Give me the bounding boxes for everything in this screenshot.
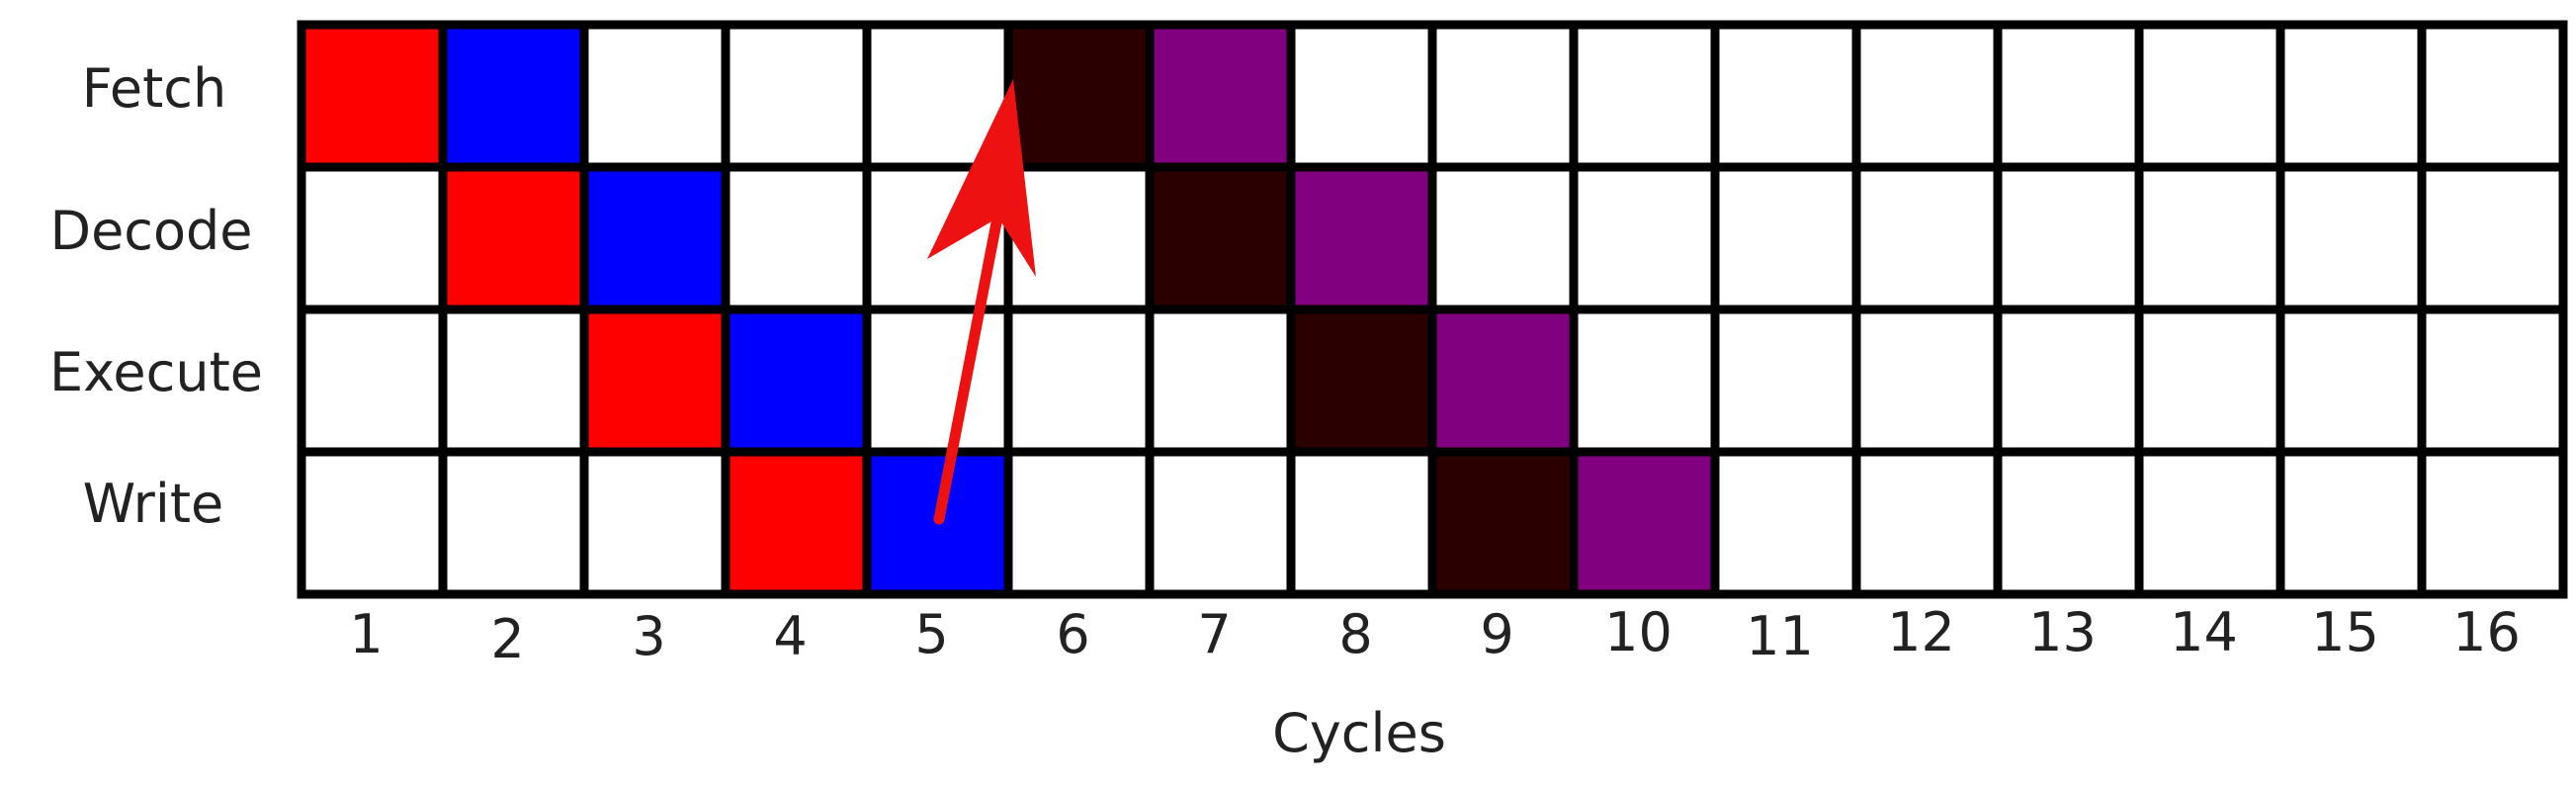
cycle-label-16: 16 bbox=[2452, 601, 2521, 663]
pipeline-cell-execute-cycle-13 bbox=[2002, 313, 2135, 448]
pipeline-cell-decode-cycle-8 bbox=[1295, 171, 1428, 306]
pipeline-cell-execute-cycle-7 bbox=[1154, 313, 1287, 448]
pipeline-cell-decode-cycle-14 bbox=[2143, 171, 2276, 306]
pipeline-cell-decode-cycle-2 bbox=[447, 171, 580, 306]
pipeline-cell-execute-cycle-9 bbox=[1436, 313, 1570, 448]
pipeline-cell-fetch-cycle-13 bbox=[2002, 29, 2135, 163]
pipeline-cell-decode-cycle-4 bbox=[730, 171, 863, 306]
pipeline-cell-decode-cycle-16 bbox=[2426, 171, 2559, 306]
pipeline-cell-decode-cycle-3 bbox=[588, 171, 722, 306]
dependency-arrow-shaft bbox=[933, 207, 1004, 525]
pipeline-cell-fetch-cycle-2 bbox=[447, 29, 580, 163]
pipeline-cell-write-cycle-4 bbox=[730, 456, 863, 590]
pipeline-cell-decode-cycle-12 bbox=[1860, 171, 1994, 306]
cycle-label-11: 11 bbox=[1746, 605, 1814, 667]
stage-label-fetch: Fetch bbox=[82, 57, 226, 120]
pipeline-cell-execute-cycle-3 bbox=[588, 313, 722, 448]
cycle-label-12: 12 bbox=[1887, 601, 1955, 663]
cycle-label-8: 8 bbox=[1338, 603, 1372, 665]
pipeline-cell-execute-cycle-14 bbox=[2143, 313, 2276, 448]
stage-labels: Fetch Decode Execute Write bbox=[49, 57, 263, 535]
pipeline-cell-execute-cycle-15 bbox=[2284, 313, 2418, 448]
pipeline-cell-fetch-cycle-4 bbox=[730, 29, 863, 163]
pipeline-cell-write-cycle-11 bbox=[1719, 456, 1852, 590]
pipeline-cell-write-cycle-2 bbox=[447, 456, 580, 590]
pipeline-cell-execute-cycle-12 bbox=[1860, 313, 1994, 448]
pipeline-cell-fetch-cycle-8 bbox=[1295, 29, 1428, 163]
dependency-arrow-head bbox=[927, 79, 1036, 277]
pipeline-cell-execute-cycle-6 bbox=[1012, 313, 1146, 448]
x-axis-title: Cycles bbox=[1272, 702, 1446, 764]
cycle-label-10: 10 bbox=[1604, 601, 1673, 663]
stage-label-execute: Execute bbox=[49, 341, 263, 403]
pipeline-cell-fetch-cycle-10 bbox=[1578, 29, 1711, 163]
pipeline-cell-write-cycle-16 bbox=[2426, 456, 2559, 590]
pipeline-cell-fetch-cycle-5 bbox=[871, 29, 1004, 163]
cycle-label-6: 6 bbox=[1056, 603, 1089, 665]
cycle-label-14: 14 bbox=[2170, 601, 2238, 663]
pipeline-cell-execute-cycle-5 bbox=[871, 313, 1004, 448]
pipeline-cell-execute-cycle-11 bbox=[1719, 313, 1852, 448]
cycle-label-5: 5 bbox=[914, 603, 948, 665]
pipeline-cell-write-cycle-1 bbox=[305, 456, 439, 590]
pipeline-cell-write-cycle-15 bbox=[2284, 456, 2418, 590]
pipeline-cell-fetch-cycle-16 bbox=[2426, 29, 2559, 163]
pipeline-cell-fetch-cycle-3 bbox=[588, 29, 722, 163]
pipeline-cell-decode-cycle-13 bbox=[2002, 171, 2135, 306]
pipeline-cell-write-cycle-13 bbox=[2002, 456, 2135, 590]
stage-label-write: Write bbox=[83, 473, 224, 535]
pipeline-cell-write-cycle-14 bbox=[2143, 456, 2276, 590]
pipeline-cell-execute-cycle-8 bbox=[1295, 313, 1428, 448]
pipeline-cell-fetch-cycle-7 bbox=[1154, 29, 1287, 163]
pipeline-cell-execute-cycle-10 bbox=[1578, 313, 1711, 448]
pipeline-cell-write-cycle-10 bbox=[1578, 456, 1711, 590]
pipeline-cell-decode-cycle-9 bbox=[1436, 171, 1570, 306]
pipeline-cell-decode-cycle-10 bbox=[1578, 171, 1711, 306]
pipeline-cell-write-cycle-9 bbox=[1436, 456, 1570, 590]
pipeline-cell-decode-cycle-11 bbox=[1719, 171, 1852, 306]
pipeline-cell-fetch-cycle-15 bbox=[2284, 29, 2418, 163]
pipeline-cell-execute-cycle-1 bbox=[305, 313, 439, 448]
pipeline-cell-decode-cycle-6 bbox=[1012, 171, 1146, 306]
pipeline-cell-fetch-cycle-11 bbox=[1719, 29, 1852, 163]
pipeline-cell-fetch-cycle-12 bbox=[1860, 29, 1994, 163]
cycle-label-15: 15 bbox=[2311, 601, 2379, 663]
pipeline-cell-write-cycle-12 bbox=[1860, 456, 1994, 590]
cycle-label-4: 4 bbox=[773, 605, 807, 667]
dependency-arrow bbox=[927, 79, 1036, 525]
pipeline-cell-execute-cycle-2 bbox=[447, 313, 580, 448]
pipeline-cell-execute-cycle-4 bbox=[730, 313, 863, 448]
cycle-label-9: 9 bbox=[1480, 603, 1513, 665]
pipeline-cell-execute-cycle-16 bbox=[2426, 313, 2559, 448]
pipeline-cell-decode-cycle-1 bbox=[305, 171, 439, 306]
pipeline-cell-write-cycle-7 bbox=[1154, 456, 1287, 590]
pipeline-cell-fetch-cycle-6 bbox=[1012, 29, 1146, 163]
cycle-axis-labels: 1 2 3 4 5 6 7 8 9 10 11 12 13 14 15 16 bbox=[349, 601, 2521, 670]
pipeline-grid bbox=[297, 20, 2568, 599]
pipeline-cell-fetch-cycle-9 bbox=[1436, 29, 1570, 163]
pipeline-cell-write-cycle-8 bbox=[1295, 456, 1428, 590]
cycle-label-2: 2 bbox=[490, 608, 524, 670]
pipeline-cell-fetch-cycle-14 bbox=[2143, 29, 2276, 163]
pipeline-cell-decode-cycle-15 bbox=[2284, 171, 2418, 306]
pipeline-cell-decode-cycle-7 bbox=[1154, 171, 1287, 306]
pipeline-cell-write-cycle-3 bbox=[588, 456, 722, 590]
cycle-label-1: 1 bbox=[349, 603, 383, 665]
cycle-label-3: 3 bbox=[632, 605, 665, 667]
stage-label-decode: Decode bbox=[49, 200, 252, 262]
cycle-label-7: 7 bbox=[1197, 603, 1231, 665]
pipeline-cell-fetch-cycle-1 bbox=[305, 29, 439, 163]
cycle-label-13: 13 bbox=[2028, 601, 2097, 663]
pipeline-cell-write-cycle-6 bbox=[1012, 456, 1146, 590]
